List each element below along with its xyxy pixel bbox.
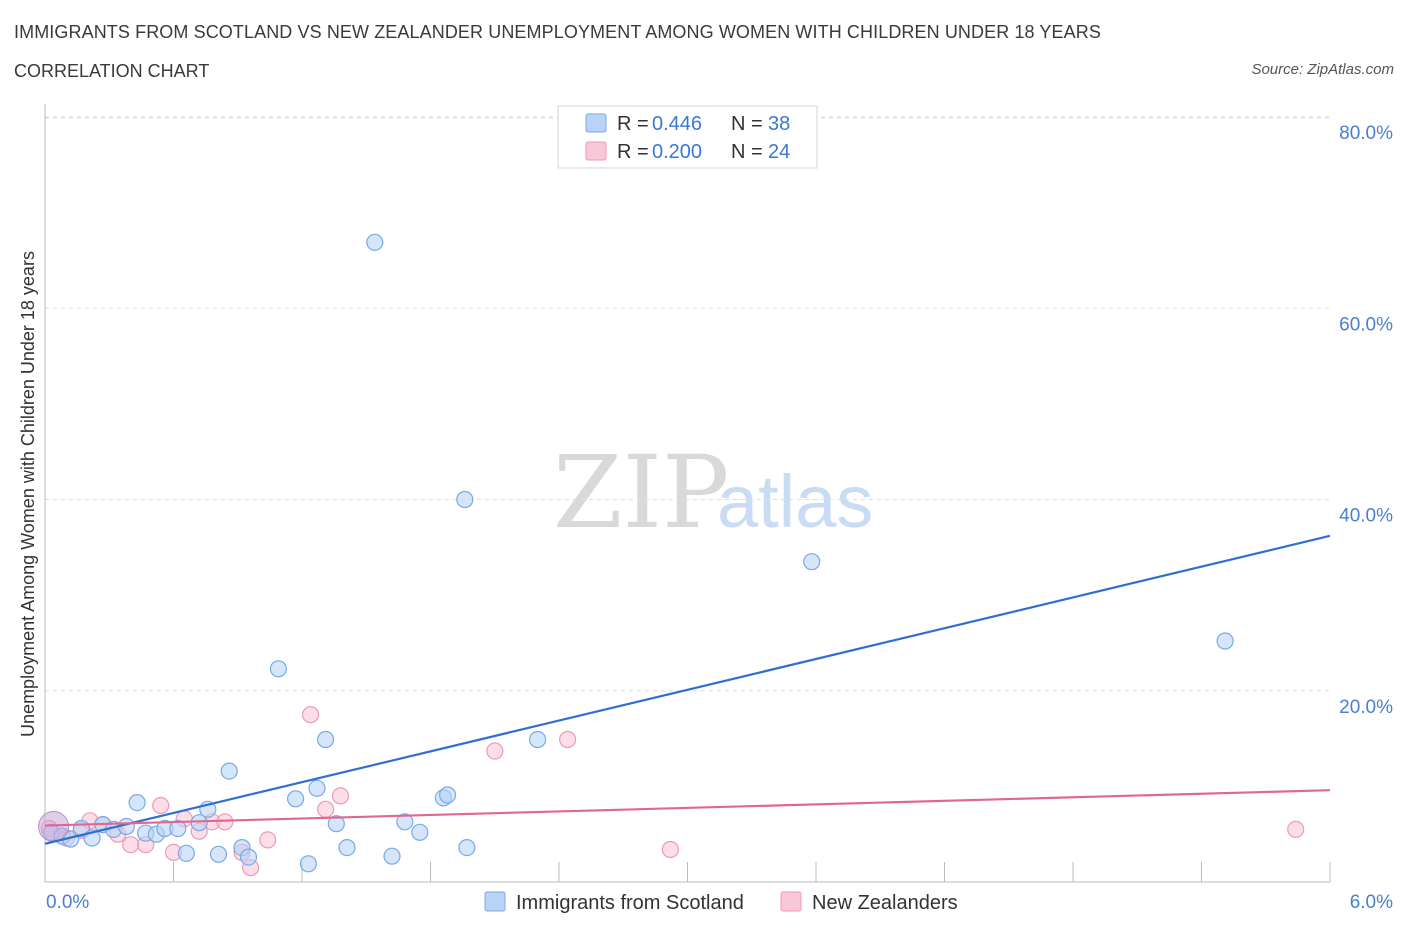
- scotland-point: [209, 845, 228, 863]
- scotland-point: [327, 815, 345, 833]
- y-tick-labels: 20.0% 40.0% 60.0% 80.0%: [1339, 123, 1393, 718]
- scotland-point: [366, 233, 384, 251]
- nz-point: [661, 840, 680, 859]
- legend-swatch-pink: [585, 141, 607, 161]
- scotland-point: [190, 814, 208, 832]
- scotland-point: [287, 790, 305, 808]
- scotland-point: [411, 823, 429, 841]
- scotland-point: [456, 490, 474, 509]
- scotland-point: [528, 730, 547, 749]
- legend-n-label-blue: N =: [731, 113, 763, 135]
- source-credit: Source: ZipAtlas.com: [1251, 61, 1394, 78]
- bottom-legend-label-scotland: Immigrants from Scotland: [516, 892, 744, 914]
- legend-r-value-blue: 0.446: [652, 113, 702, 135]
- scotland-point: [299, 855, 317, 873]
- x-tick-label-min: 0.0%: [46, 892, 89, 913]
- nz-point: [122, 836, 140, 854]
- legend-n-value-pink: 24: [768, 141, 790, 163]
- bottom-legend-swatch-pink: [780, 891, 802, 912]
- bottom-legend-label-nz: New Zealanders: [812, 892, 958, 914]
- watermark-zip: ZIP: [553, 434, 729, 551]
- scotland-point: [383, 847, 401, 865]
- legend-r-label-pink: R =: [617, 141, 649, 163]
- chart-subtitle: CORRELATION CHART: [14, 61, 210, 81]
- trend-line-scotland: [44, 534, 1331, 845]
- nz-point: [259, 831, 277, 849]
- scotland-point: [317, 730, 335, 749]
- y-axis-label: Unemployment Among Women with Children U…: [18, 251, 38, 737]
- legend-n-value-blue: 38: [768, 113, 790, 135]
- scotland-point: [338, 838, 356, 857]
- scotland-point: [1216, 632, 1234, 650]
- x-tick-labels: 0.0% 6.0%: [46, 892, 1393, 913]
- scotland-point: [396, 813, 414, 831]
- legend-r-label-blue: R =: [617, 113, 649, 135]
- nz-point: [486, 742, 504, 760]
- trend-line-nz: [44, 789, 1331, 827]
- nz-point: [331, 787, 350, 805]
- series-legend: Immigrants from Scotland New Zealanders: [484, 891, 958, 914]
- y-tick-label: 60.0%: [1339, 314, 1393, 335]
- nz-point: [317, 800, 335, 818]
- trend-lines: [44, 534, 1331, 845]
- scotland-point: [308, 779, 326, 797]
- scotland-point: [128, 793, 146, 812]
- scotland-point: [803, 553, 821, 571]
- y-tick-label: 20.0%: [1339, 697, 1393, 718]
- scotland-point: [220, 762, 238, 780]
- scotland-point: [169, 819, 187, 838]
- y-tick-label: 40.0%: [1339, 506, 1393, 527]
- scotland-point: [269, 660, 287, 678]
- series-immigrants-from-scotland: [38, 233, 1234, 873]
- scotland-point: [177, 844, 195, 862]
- x-tick-marks: [173, 862, 1331, 882]
- nz-point: [1287, 820, 1305, 839]
- scotland-point: [458, 838, 476, 857]
- nz-point: [558, 730, 577, 749]
- gridlines: [45, 116, 1330, 692]
- series-new-zealanders: [40, 706, 1305, 877]
- nz-point: [152, 796, 170, 815]
- watermark-atlas: atlas: [717, 460, 873, 543]
- origin-cluster-point: [38, 811, 70, 843]
- legend-n-label-pink: N =: [731, 141, 763, 163]
- chart-title: IMMIGRANTS FROM SCOTLAND VS NEW ZEALANDE…: [14, 22, 1101, 42]
- x-tick-label-max: 6.0%: [1350, 892, 1393, 913]
- scotland-point: [439, 786, 457, 804]
- bottom-legend-swatch-blue: [484, 891, 506, 912]
- legend-r-value-pink: 0.200: [652, 141, 702, 163]
- scotland-point: [239, 848, 258, 866]
- stats-legend: R = 0.446 N = 38 R = 0.200 N = 24: [557, 105, 818, 169]
- legend-swatch-blue: [585, 113, 607, 133]
- nz-point: [302, 706, 320, 724]
- y-tick-label: 80.0%: [1339, 123, 1393, 144]
